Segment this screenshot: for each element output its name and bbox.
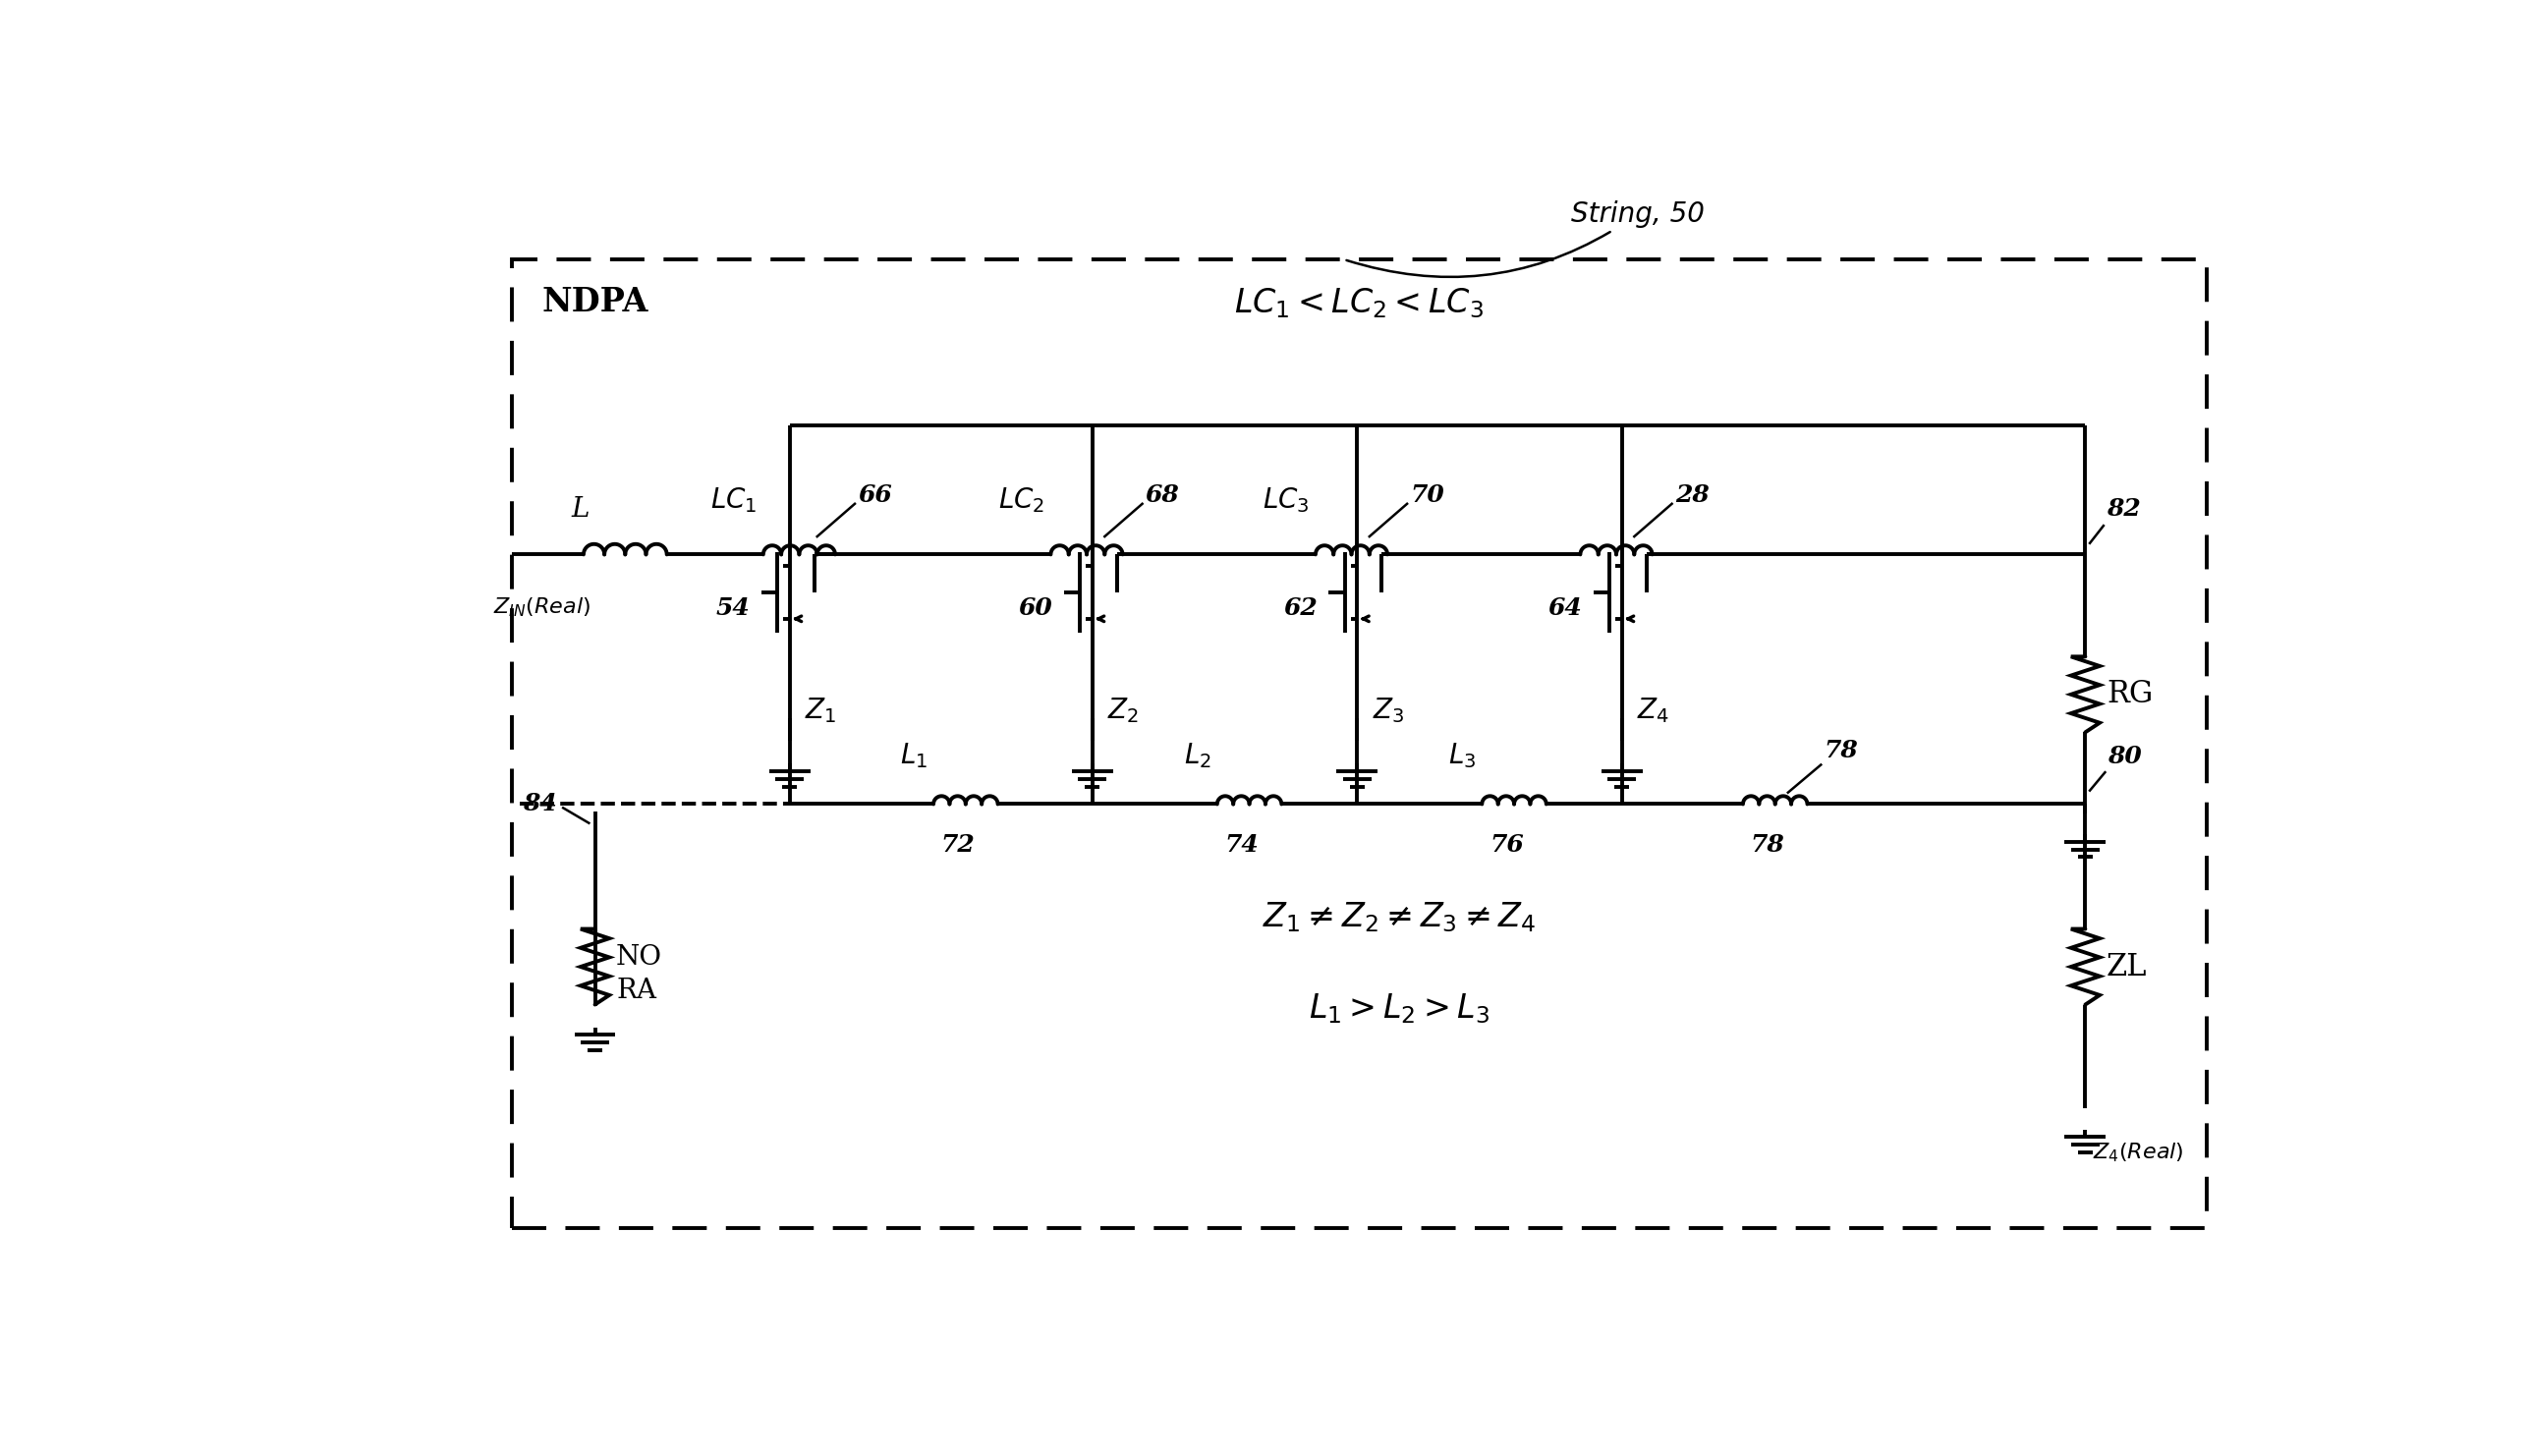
Text: 64: 64	[1548, 596, 1581, 620]
Text: 84: 84	[524, 792, 557, 815]
Text: 72: 72	[941, 833, 974, 856]
Text: $L_3$: $L_3$	[1447, 741, 1475, 770]
Text: 62: 62	[1283, 596, 1318, 620]
Text: $L_1$: $L_1$	[901, 741, 929, 770]
Text: L: L	[572, 496, 589, 523]
Text: NO: NO	[617, 945, 663, 971]
Text: 78: 78	[1824, 740, 1857, 763]
Text: ZL: ZL	[2107, 952, 2148, 981]
Text: RG: RG	[2107, 678, 2153, 709]
Text: 82: 82	[2107, 496, 2140, 520]
Text: 54: 54	[716, 596, 749, 620]
Text: 76: 76	[1490, 833, 1523, 856]
Text: RA: RA	[617, 978, 655, 1005]
Text: 60: 60	[1020, 596, 1052, 620]
Text: $LC_1$: $LC_1$	[711, 486, 756, 515]
Text: 74: 74	[1225, 833, 1260, 856]
Text: $Z_2$: $Z_2$	[1108, 696, 1138, 725]
Text: $Z_{IN}(Real)$: $Z_{IN}(Real)$	[493, 596, 589, 619]
Text: 80: 80	[2107, 744, 2143, 767]
Text: $Z_4(Real)$: $Z_4(Real)$	[2092, 1140, 2183, 1163]
Text: 66: 66	[858, 483, 893, 507]
Text: 28: 28	[1675, 483, 1710, 507]
Text: $Z_1 \neq Z_2 \neq Z_3 \neq Z_4$: $Z_1 \neq Z_2 \neq Z_3 \neq Z_4$	[1262, 901, 1536, 935]
Text: 68: 68	[1146, 483, 1179, 507]
Text: $Z_3$: $Z_3$	[1371, 696, 1404, 725]
Text: $LC_1 < LC_2 < LC_3$: $LC_1 < LC_2 < LC_3$	[1235, 285, 1485, 320]
Text: String, 50: String, 50	[1346, 201, 1705, 277]
Text: $Z_1$: $Z_1$	[805, 696, 837, 725]
Text: $LC_2$: $LC_2$	[999, 486, 1045, 515]
Text: $Z_4$: $Z_4$	[1637, 696, 1670, 725]
Text: $L_2$: $L_2$	[1184, 741, 1212, 770]
Text: NDPA: NDPA	[541, 285, 648, 319]
Text: $L_1 > L_2 > L_3$: $L_1 > L_2 > L_3$	[1308, 992, 1490, 1025]
Text: $LC_3$: $LC_3$	[1262, 486, 1311, 515]
Text: 78: 78	[1751, 833, 1784, 856]
Text: 70: 70	[1409, 483, 1445, 507]
